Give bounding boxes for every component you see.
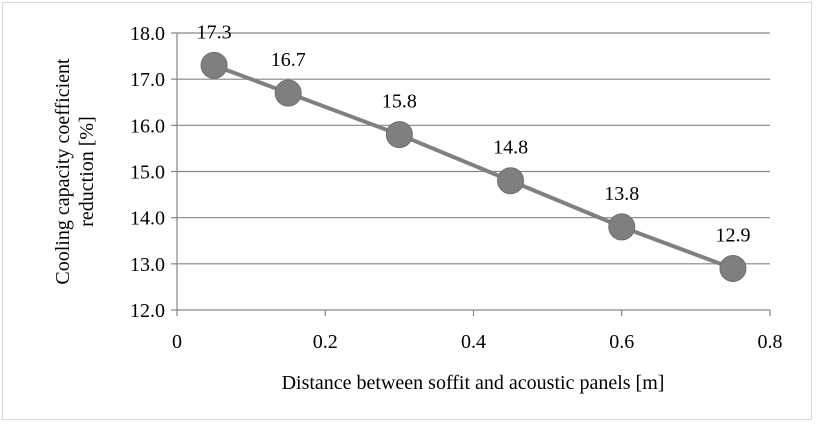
x-tick-labels: 0 0.2 0.4 0.6 0.8 xyxy=(172,331,783,353)
data-point xyxy=(200,51,228,79)
y-tick-label: 14.0 xyxy=(130,208,165,230)
data-label: 13.8 xyxy=(604,183,639,205)
data-point xyxy=(497,167,525,195)
data-label: 16.7 xyxy=(271,49,306,71)
y-tick-label: 17.0 xyxy=(130,69,165,91)
x-tick-label: 0.2 xyxy=(313,331,338,353)
data-point xyxy=(608,213,636,241)
data-label: 15.8 xyxy=(382,91,417,113)
y-tick-label: 15.0 xyxy=(130,162,165,184)
x-axis-label: Distance between soffit and acoustic pan… xyxy=(282,372,665,394)
data-label: 12.9 xyxy=(715,224,750,246)
y-axis-label-line: Cooling capacity coefficient xyxy=(52,58,74,285)
data-label: 17.3 xyxy=(197,21,232,43)
x-tick-label: 0.6 xyxy=(609,331,634,353)
y-tick-label: 18.0 xyxy=(130,23,165,45)
data-labels: 17.3 16.7 15.8 14.8 13.8 12.9 xyxy=(197,21,751,246)
y-tick-labels: 12.0 13.0 14.0 15.0 16.0 17.0 18.0 xyxy=(130,23,165,322)
y-tick-label: 13.0 xyxy=(130,254,165,276)
y-tick-label: 12.0 xyxy=(130,300,165,322)
data-point xyxy=(274,79,302,107)
data-label: 14.8 xyxy=(493,137,528,159)
gridlines xyxy=(177,32,770,311)
y-tick-label: 16.0 xyxy=(130,115,165,137)
y-axis-label: Cooling capacity coefficient reduction [%… xyxy=(52,58,98,285)
y-axis-label-line: reduction [%] xyxy=(76,116,98,227)
data-point xyxy=(385,121,413,149)
x-tick-label: 0.8 xyxy=(758,331,783,353)
chart-frame xyxy=(2,2,812,420)
x-tick-label: 0 xyxy=(172,331,182,353)
data-point xyxy=(719,254,747,282)
data-markers xyxy=(200,51,747,282)
axes xyxy=(171,32,771,316)
x-tick-label: 0.4 xyxy=(461,331,486,353)
